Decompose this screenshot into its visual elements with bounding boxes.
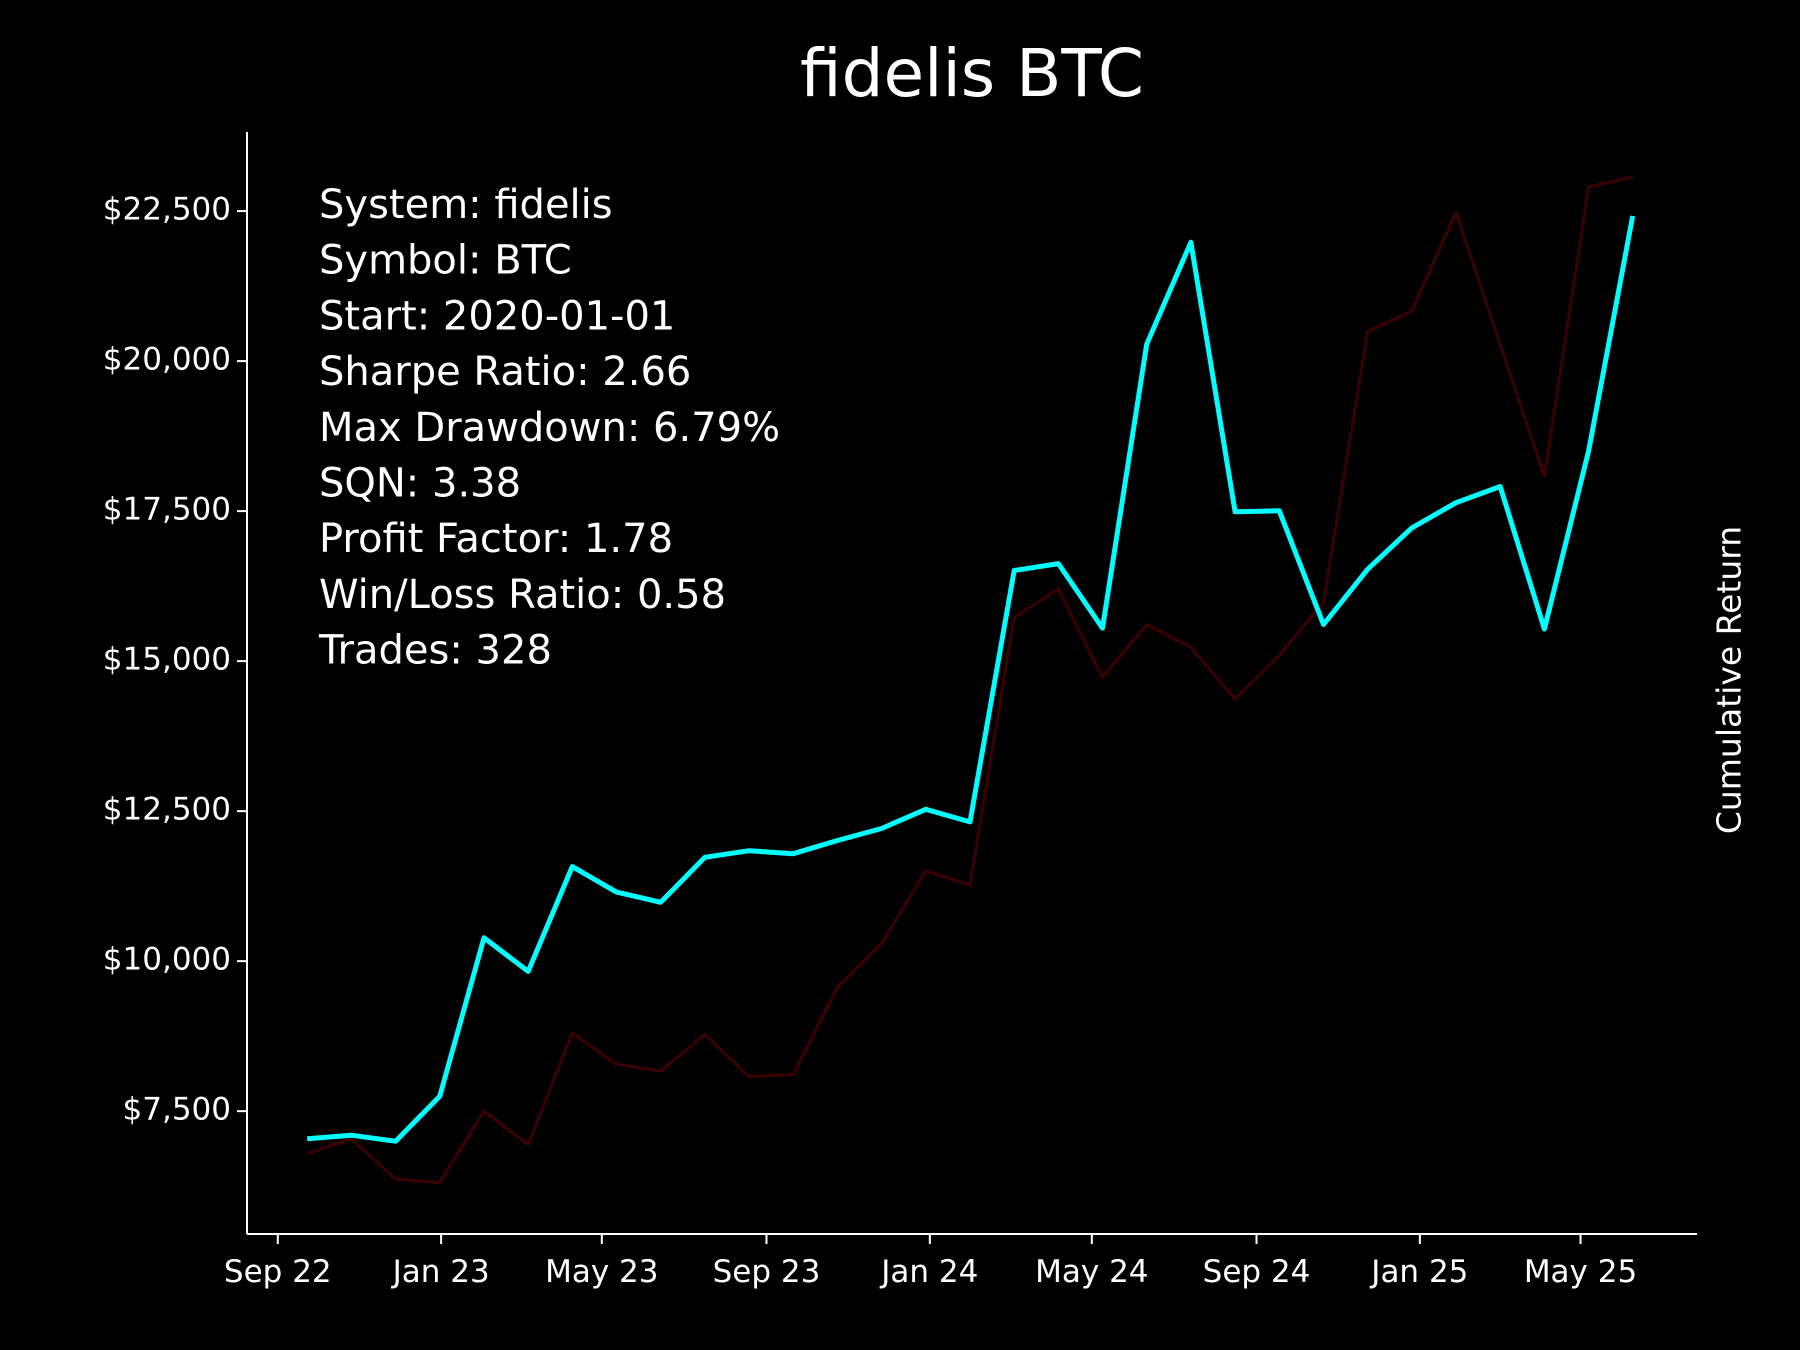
x-tick-label: Jan 24 [879,1254,978,1290]
y-tick-label: $15,000 [103,642,231,678]
data-line [306,215,1636,1144]
y-tick-label: $22,500 [103,192,231,228]
stats-line: Trades: 328 [318,628,552,674]
y-tick-label: $10,000 [103,942,231,978]
stats-line: Profit Factor: 1.78 [319,516,673,562]
x-tick-label: May 25 [1524,1254,1637,1290]
stats-line: Start: 2020-01-01 [319,293,675,339]
stats-line: SQN: 3.38 [319,461,521,507]
axis-label: Cumulative Return [1710,526,1749,834]
x-tick-label: Jan 25 [1369,1254,1468,1290]
x-tick-label: Sep 24 [1203,1254,1311,1290]
chart-title: fidelis BTC [800,35,1144,112]
stats-line: Symbol: BTC [319,238,572,284]
x-tick-label: Sep 22 [224,1254,332,1290]
stats-line: Sharpe Ratio: 2.66 [319,349,691,395]
stats-line: Max Drawdown: 6.79% [319,405,780,451]
data-line [306,175,1634,1185]
stats-line: System: fidelis [319,182,613,228]
y-tick-label: $17,500 [103,492,231,528]
x-tick-label: Jan 23 [391,1254,490,1290]
x-tick-label: May 24 [1035,1254,1148,1290]
stats-line: Win/Loss Ratio: 0.58 [319,572,726,618]
y-tick-label: $7,500 [123,1092,231,1128]
x-tick-label: May 23 [545,1254,658,1290]
y-tick-label: $12,500 [103,792,231,828]
x-tick-label: Sep 23 [713,1254,821,1290]
y-tick-label: $20,000 [103,342,231,378]
